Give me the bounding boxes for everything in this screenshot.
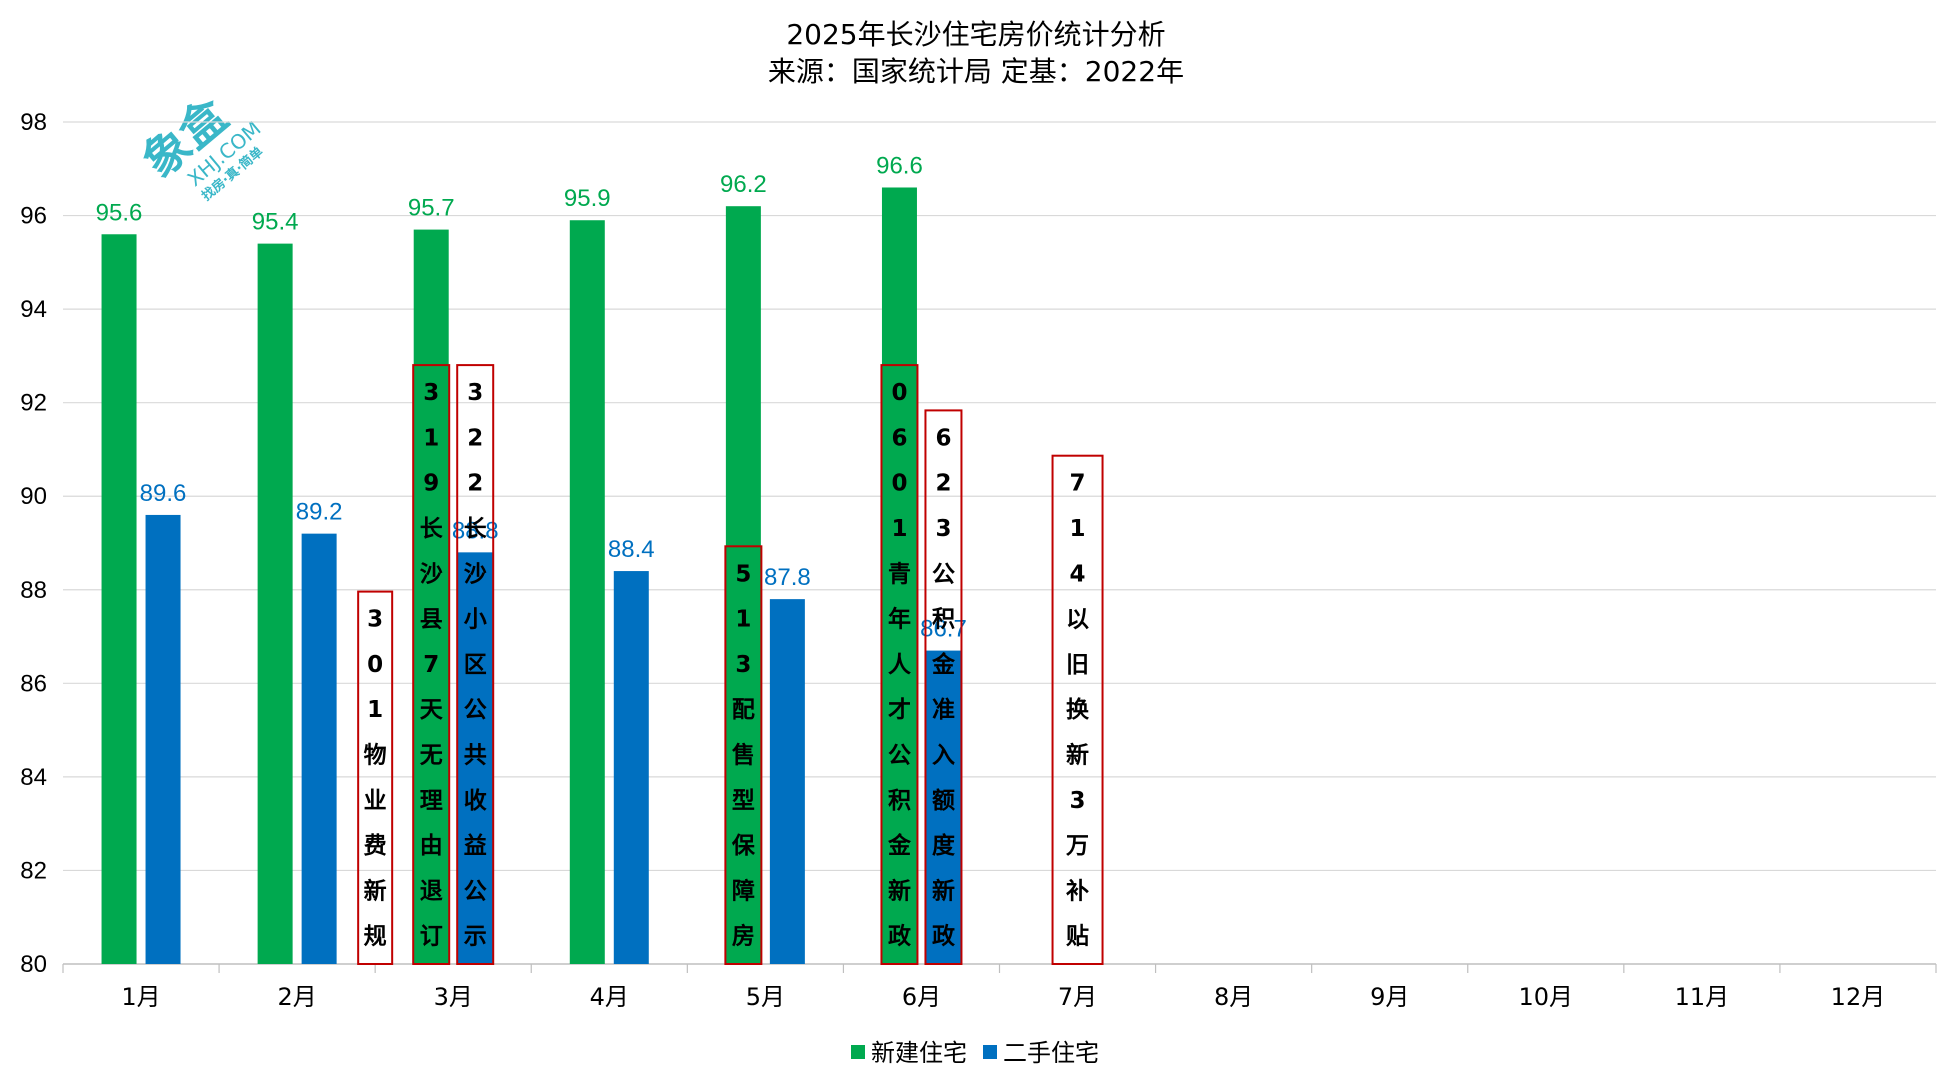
y-tick-label: 88 — [20, 577, 47, 604]
data-label: 96.2 — [720, 171, 767, 198]
y-tick-label: 94 — [20, 296, 47, 323]
bar-resale-home — [301, 533, 337, 964]
x-tick-label: 8月 — [1214, 983, 1253, 1011]
y-axis: 80 82 84 86 88 90 92 94 96 98 — [20, 109, 47, 978]
bar-resale-home — [145, 514, 181, 964]
data-label: 88.8 — [452, 517, 499, 544]
bars — [101, 187, 961, 965]
data-label: 95.9 — [564, 185, 611, 212]
bar-new-home — [881, 187, 917, 964]
x-tick-label: 2月 — [277, 983, 316, 1011]
legend-label: 二手住宅 — [1003, 1039, 1099, 1067]
annotation-box — [1051, 454, 1104, 965]
data-label: 95.7 — [408, 195, 455, 222]
y-tick-label: 84 — [20, 764, 47, 791]
bar-new-home — [257, 243, 293, 965]
annotation-box — [357, 590, 394, 965]
y-tick-label: 92 — [20, 390, 47, 417]
bar-resale-home — [613, 571, 649, 964]
data-label: 86.7 — [920, 616, 967, 643]
x-tick-label: 12月 — [1831, 983, 1886, 1011]
bar-resale-home — [925, 650, 961, 964]
bar-resale-home — [457, 552, 493, 964]
y-tick-label: 96 — [20, 203, 47, 230]
x-tick-label: 6月 — [902, 983, 941, 1011]
legend-swatch — [851, 1045, 865, 1059]
annotation-box — [412, 364, 451, 966]
x-tick-label: 5月 — [746, 983, 785, 1011]
xhj-watermark-logo: 象盒 XHJ.COM 找房·真·简单 — [132, 87, 266, 204]
data-label: 87.8 — [764, 564, 811, 591]
x-tick-label: 1月 — [121, 983, 160, 1011]
annotation-text: 3 1 9 长沙县 7 天无理由退订 — [420, 380, 444, 950]
x-axis: 1月 2月 3月 4月 5月 6月 7月 8月 9月 10月 11月 12月 — [62, 964, 1937, 1011]
x-tick-label: 11月 — [1675, 983, 1730, 1011]
x-tick-label: 3月 — [434, 983, 473, 1011]
chart-title: 2025年长沙住宅房价统计分析 — [786, 18, 1165, 51]
annotation-text: 3 2 2 长沙小区公共收益公示 — [464, 380, 488, 950]
annotation-text: 3 0 1 物业费新规 — [364, 607, 387, 950]
data-label: 88.4 — [608, 536, 655, 563]
bar-new-home — [101, 234, 137, 964]
bar-new-home — [569, 220, 605, 964]
bar-new-home — [725, 206, 761, 964]
policy-annotations: 3 0 1 物业费新规 3 1 9 长沙县 7 天无理由退订 3 2 2 长沙小区公共收益公示 5 1 3 配售型… — [357, 364, 1104, 966]
legend: 新建住宅 二手住宅 — [851, 1039, 1099, 1067]
y-tick-label: 80 — [20, 951, 47, 978]
data-label: 96.6 — [876, 152, 923, 179]
legend-swatch — [983, 1045, 997, 1059]
bar-new-home — [413, 229, 449, 965]
bar-resale-home — [769, 599, 805, 964]
y-tick-label: 98 — [20, 109, 47, 136]
annotation-box — [724, 545, 763, 965]
annotation-text: 7 1 4 以旧换新 3 万补贴 — [1066, 471, 1090, 950]
x-tick-label: 7月 — [1058, 983, 1097, 1011]
y-tick-label: 90 — [20, 483, 47, 510]
chart-subtitle: 来源：国家统计局 定基：2022年 — [768, 55, 1184, 88]
y-tick-label: 86 — [20, 670, 47, 697]
annotation-text: 5 1 3 配售型保障房 — [731, 561, 756, 949]
annotation-text: 0 6 0 1 青年人才公积金新政 — [887, 380, 912, 950]
annotation-box — [456, 364, 495, 966]
data-labels: 95.6 95.4 95.7 95.9 96.2 96.6 89.6 89.2 88.8 88.4… — [96, 152, 967, 642]
legend-label: 新建住宅 — [871, 1039, 967, 1067]
data-label: 95.6 — [96, 199, 143, 226]
gridlines — [63, 121, 1936, 965]
data-label: 89.2 — [296, 499, 343, 526]
y-tick-label: 82 — [20, 857, 47, 884]
x-tick-label: 9月 — [1370, 983, 1409, 1011]
annotation-text: 6 2 3 公积金准入额度新政 — [931, 425, 956, 949]
x-tick-label: 4月 — [590, 983, 629, 1011]
x-tick-label: 10月 — [1519, 983, 1574, 1011]
annotation-box — [880, 364, 919, 966]
data-label: 95.4 — [252, 209, 299, 236]
annotation-box — [924, 409, 963, 965]
data-label: 89.6 — [140, 480, 187, 507]
